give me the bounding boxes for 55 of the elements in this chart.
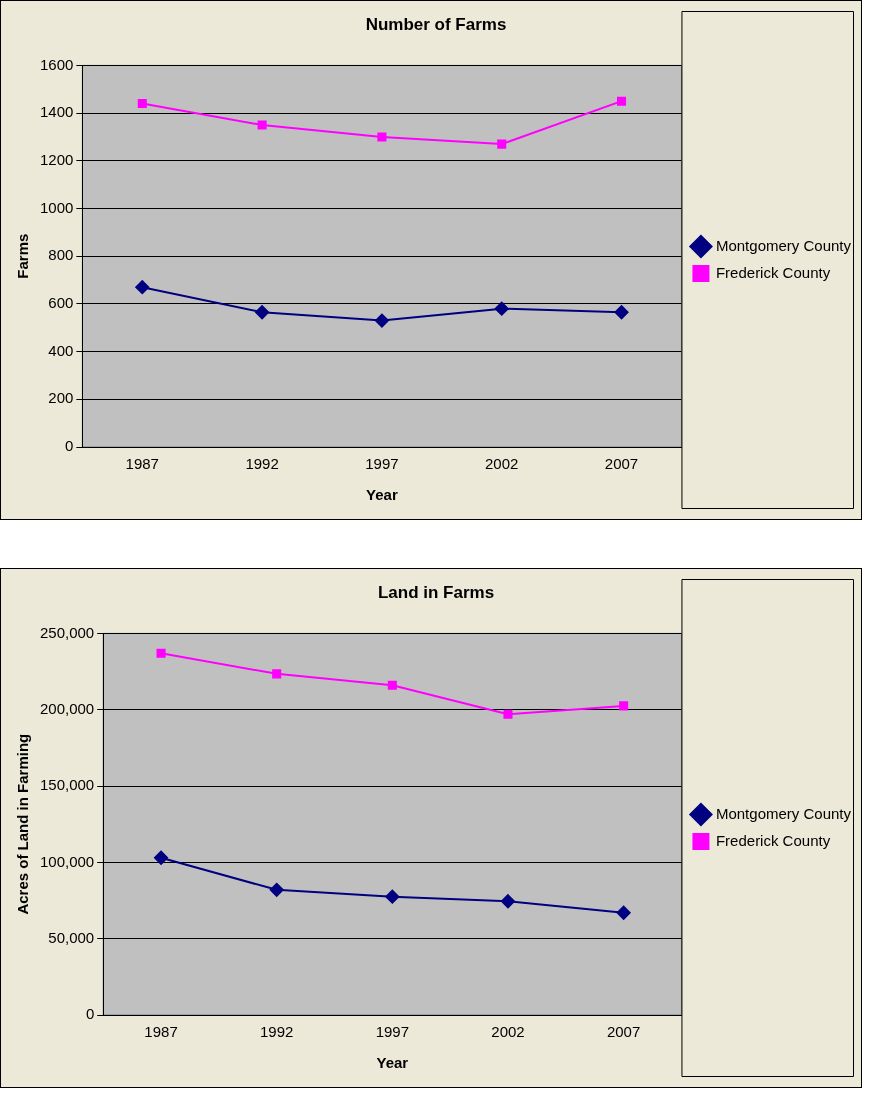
point [617,96,627,106]
point [497,139,507,149]
point [500,894,515,909]
point [377,132,387,142]
x-tick-label: 1992 [260,1023,294,1041]
point [255,305,270,320]
x-tick-label: 1992 [245,455,279,473]
point [137,99,147,109]
y-tick-label: 150,000 [39,776,95,794]
point [494,301,509,316]
legend-label: Frederick County [715,263,831,281]
point [385,889,400,904]
x-tick-label: 2002 [485,455,519,473]
point [269,882,284,897]
point [374,313,389,328]
x-axis-title: Year [376,1054,409,1072]
point [272,669,282,679]
legend-label: Montgomery County [715,236,852,254]
y-tick-label: 1400 [39,103,74,121]
point [619,701,629,711]
y-tick-label: 400 [48,341,74,359]
y-tick-label: 200,000 [39,699,95,717]
y-tick-label: 100,000 [39,852,95,870]
chart-title: Number of Farms [365,14,507,34]
point [257,120,267,130]
legend-label: Frederick County [715,831,831,849]
point [503,709,513,719]
point [616,905,631,920]
y-tick-label: 1600 [39,55,74,73]
y-tick-label: 200 [48,389,74,407]
x-tick-label: 1987 [144,1023,178,1041]
y-tick-label: 50,000 [48,928,95,946]
y-tick-label: 1200 [39,150,74,168]
x-tick-label: 1997 [375,1023,410,1041]
y-axis-title: Acres of Land in Farming [14,733,32,915]
point [154,850,169,865]
y-tick-label: 1000 [39,198,74,216]
y-axis-title: Farms [14,233,32,279]
y-tick-label: 800 [48,246,74,264]
point [156,648,166,658]
x-tick-label: 1997 [365,455,399,473]
legend-label: Montgomery County [715,804,852,822]
point [387,680,397,690]
x-tick-label: 2007 [604,455,639,473]
y-tick-label: 600 [48,294,74,312]
chart-title: Land in Farms [377,582,495,602]
x-tick-label: 2007 [606,1023,641,1041]
point [135,280,150,295]
y-tick-label: 0 [85,1005,95,1023]
y-tick-label: 0 [65,437,74,455]
x-tick-label: 2002 [491,1023,525,1041]
x-axis-title: Year [366,486,398,504]
y-tick-label: 250,000 [39,623,95,641]
x-tick-label: 1987 [125,455,159,473]
point [614,305,629,320]
